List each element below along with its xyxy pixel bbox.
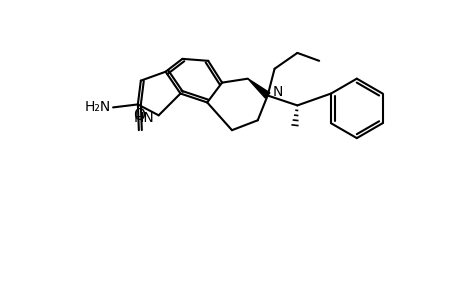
Text: HN: HN [134,111,154,125]
Text: N: N [272,85,282,98]
Text: H₂N: H₂N [84,100,111,114]
Polygon shape [247,79,269,98]
Text: O: O [133,108,145,123]
